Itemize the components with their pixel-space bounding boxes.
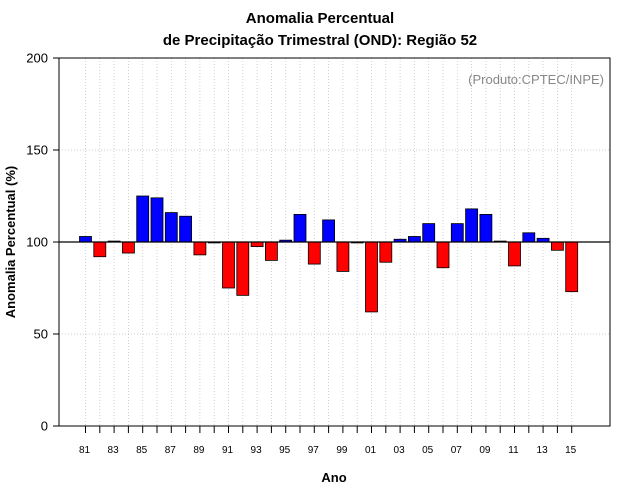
bar-1992 [236,241,250,296]
x-tick-label: 95 [279,445,291,456]
bar-2004 [407,236,421,243]
bars [79,195,579,313]
bar-1994 [264,241,278,261]
x-tick-label: 97 [308,445,320,456]
x-tick-label: 07 [451,445,463,456]
bar-1999 [336,241,350,272]
bar-1998 [322,219,336,243]
bar-1996 [293,213,307,243]
bar-2007 [450,223,464,243]
bar-2009 [479,213,493,243]
bar-1993 [250,241,264,247]
bar-2006 [436,241,450,269]
x-tick-label: 13 [537,445,549,456]
x-axis: 81 83 85 87 89 91 93 95 97 99 01 03 05 07 09 11 13 15 [79,426,577,456]
bar-2011 [508,241,521,267]
bar-2002 [379,241,393,263]
y-axis-title: Anomalia Percentual (%) [3,166,18,318]
x-tick-label: 03 [394,445,406,456]
bar-1997 [307,241,321,265]
x-tick-label: 93 [251,445,263,456]
x-tick-label: 85 [136,445,148,456]
bar-1991 [222,241,235,289]
y-axis: 0 50 100 150 200 [26,51,59,434]
x-tick-label: 91 [222,445,234,456]
bar-2014 [551,241,564,251]
x-axis-title: Ano [321,470,346,485]
chart-subtitle: de Precipitação Trimestral (OND): Região… [162,32,478,49]
y-tick-label: 50 [34,327,48,342]
x-tick-label: 05 [422,445,434,456]
x-tick-label: 99 [336,445,348,456]
bar-1988 [179,215,193,243]
y-tick-label: 100 [26,235,48,250]
bar-1981 [79,236,92,243]
bar-1985 [136,195,150,243]
x-tick-label: 15 [565,445,577,456]
bar-2008 [465,208,479,243]
bar-1984 [122,241,135,254]
bar-2015 [565,241,579,293]
bar-2001 [365,241,378,313]
y-tick-label: 0 [41,419,48,434]
bar-2005 [422,223,436,243]
x-tick-label: 01 [365,445,377,456]
bar-1987 [164,212,178,243]
bar-1982 [93,241,107,258]
x-tick-label: 11 [508,445,519,456]
x-tick-label: 09 [479,445,491,456]
bar-1989 [193,241,207,256]
chart-title: Anomalia Percentual [245,10,395,27]
y-tick-label: 150 [26,143,48,158]
x-tick-label: 83 [108,445,120,456]
y-tick-label: 200 [26,51,48,66]
product-credit: (Produto:CPTEC/INPE) [468,72,604,87]
bar-2012 [522,232,536,243]
x-tick-label: 89 [193,445,205,456]
x-tick-label: 81 [79,445,91,456]
bar-1986 [150,197,164,243]
x-tick-label: 87 [165,445,177,456]
